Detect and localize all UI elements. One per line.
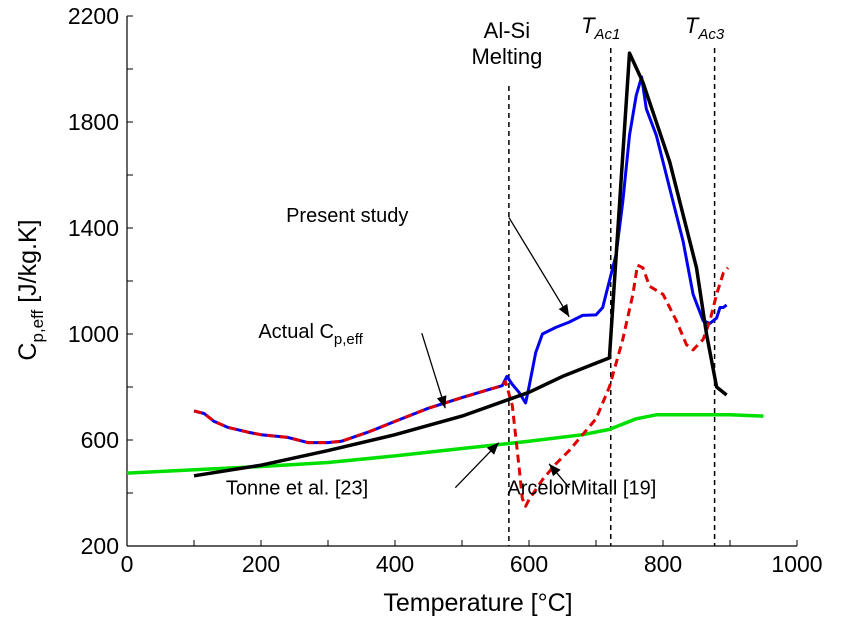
annotation-label: Actual Cp,eff [258,321,363,348]
y-tick-label: 1000 [68,321,119,347]
annotation-arrowhead [549,463,561,477]
reference-line-label: Al-Si [484,18,530,43]
series-line [193,75,728,445]
annotation-label: ArcelorMitall [19] [507,478,656,500]
y-tick-label: 1800 [68,109,119,135]
x-tick-label: 400 [376,551,414,577]
x-tick-label: 0 [121,551,134,577]
axis-titles: Temperature [°C] Cp,eff [J/kg.K] [14,219,573,617]
x-axis-title: Temperature [°C] [383,589,572,617]
y-axis-title: Cp,eff [J/kg.K] [14,219,47,360]
annotations: Present study Actual Cp,eff Tonne et al. [… [226,205,656,500]
x-tick-label: 1000 [771,551,822,577]
series-group [126,51,764,508]
series-line [126,413,764,475]
annotation-arrowhead [558,303,570,317]
series-line [193,51,728,478]
series-line [193,263,730,508]
x-tick-label: 600 [510,551,548,577]
y-tick-label: 2200 [68,3,119,29]
y-tick-label: 600 [81,427,119,453]
annotation-arrowhead [436,395,447,409]
annotation-label: Tonne et al. [23] [226,478,368,500]
reference-line-label: TAc1 [581,13,620,43]
annotation-leader [508,217,570,318]
reference-line-label: Melting [471,44,542,69]
annotation-leader [421,333,446,409]
annotation-arrowhead [486,442,499,455]
x-tick-label: 800 [644,551,682,577]
y-tick-label: 1400 [68,215,119,241]
annotation-label: Present study [286,205,408,227]
y-tick-label: 200 [81,533,119,559]
x-tick-label: 200 [242,551,280,577]
reference-line-label: TAc3 [685,13,725,43]
